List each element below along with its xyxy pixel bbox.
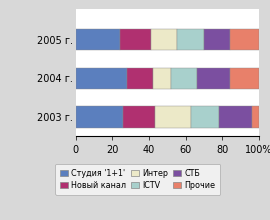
Bar xyxy=(204,29,230,50)
Bar xyxy=(76,106,123,128)
Bar xyxy=(154,106,191,128)
Bar xyxy=(197,68,230,89)
Bar xyxy=(230,29,259,50)
Bar xyxy=(151,29,177,50)
Bar xyxy=(120,29,151,50)
Bar xyxy=(76,68,127,89)
Bar xyxy=(127,68,153,89)
Bar xyxy=(177,29,204,50)
Bar xyxy=(153,68,171,89)
Legend: Студия '1+1', Новый канал, Интер, ICTV, СТБ, Прочие: Студия '1+1', Новый канал, Интер, ICTV, … xyxy=(55,164,220,195)
Bar xyxy=(230,68,259,89)
Bar xyxy=(219,106,252,128)
Bar xyxy=(76,29,120,50)
Bar xyxy=(252,106,259,128)
Bar xyxy=(191,106,219,128)
Bar xyxy=(123,106,154,128)
Bar xyxy=(171,68,197,89)
